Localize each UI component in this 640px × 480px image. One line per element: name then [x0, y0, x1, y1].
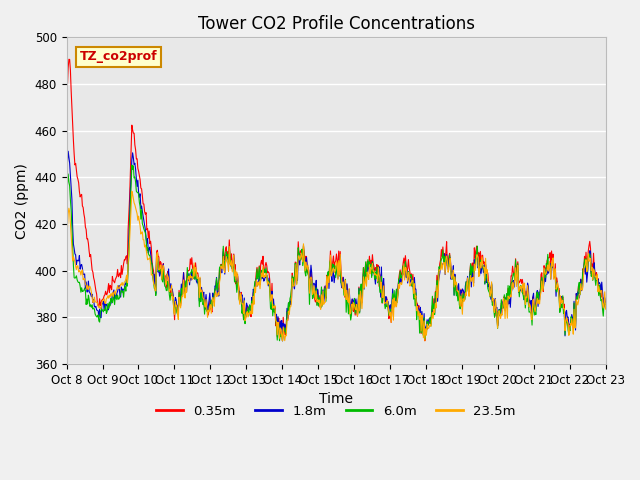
X-axis label: Time: Time — [319, 392, 353, 407]
Title: Tower CO2 Profile Concentrations: Tower CO2 Profile Concentrations — [198, 15, 475, 33]
Y-axis label: CO2 (ppm): CO2 (ppm) — [15, 163, 29, 239]
Legend: 0.35m, 1.8m, 6.0m, 23.5m: 0.35m, 1.8m, 6.0m, 23.5m — [151, 399, 521, 423]
Text: TZ_co2prof: TZ_co2prof — [80, 50, 157, 63]
